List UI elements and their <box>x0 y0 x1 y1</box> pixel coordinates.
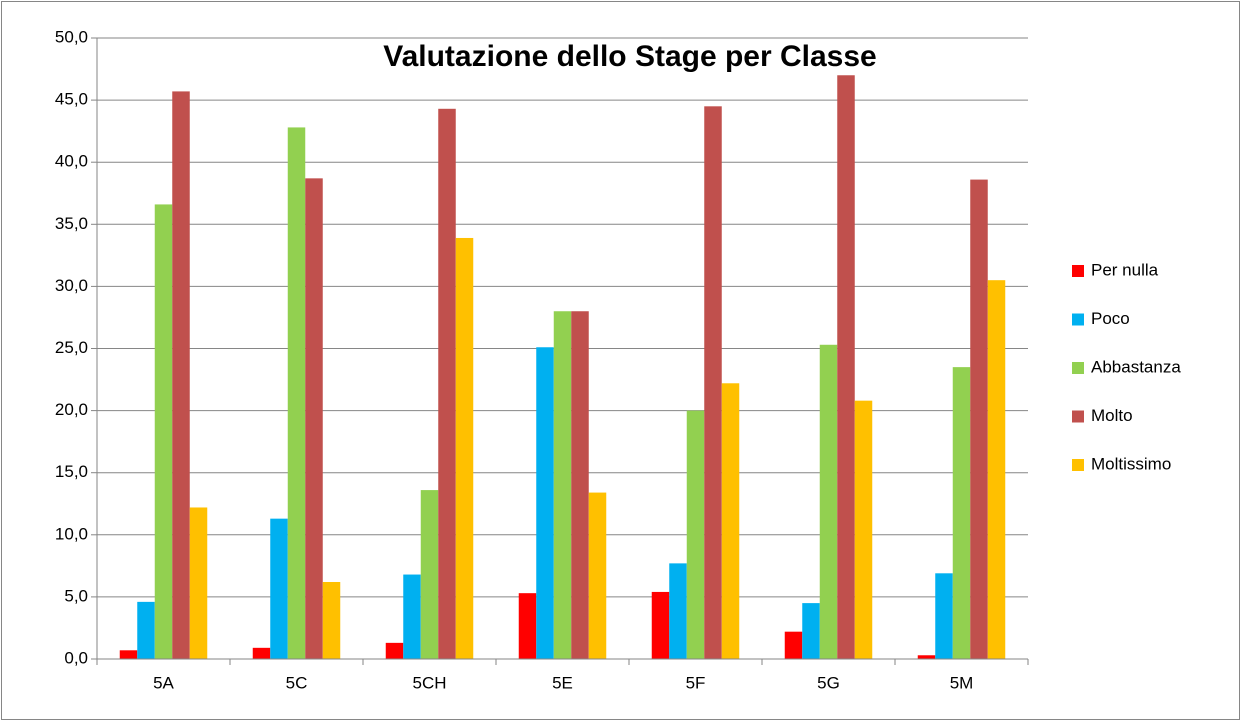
bar <box>119 650 138 659</box>
bar <box>987 280 1006 659</box>
y-tick-label: 20,0 <box>55 400 88 419</box>
bar <box>784 631 803 659</box>
bar <box>970 179 988 659</box>
bar <box>917 655 936 659</box>
y-tick-label: 30,0 <box>55 276 88 295</box>
y-tick-label: 50,0 <box>55 27 88 46</box>
bar <box>854 400 873 659</box>
bar <box>438 108 456 659</box>
x-tick-label: 5M <box>950 673 974 692</box>
bar <box>385 642 404 659</box>
legend-label: Poco <box>1091 309 1130 328</box>
bar <box>588 492 607 659</box>
bar <box>721 383 740 659</box>
y-tick-label: 10,0 <box>55 524 88 543</box>
bar <box>802 603 820 659</box>
y-tick-label: 45,0 <box>55 90 88 109</box>
bar <box>536 347 554 659</box>
bar <box>819 344 838 659</box>
bar <box>651 591 670 659</box>
chart-title: Valutazione dello Stage per Classe <box>383 40 877 73</box>
bar <box>189 507 208 659</box>
bar <box>837 75 855 659</box>
x-tick-label: 5C <box>286 673 308 692</box>
y-tick-label: 15,0 <box>55 462 88 481</box>
bar <box>252 647 271 659</box>
legend-swatch <box>1072 265 1084 277</box>
legend-label: Moltissimo <box>1091 454 1171 473</box>
bar <box>455 237 474 659</box>
bar <box>518 593 537 659</box>
legend-label: Molto <box>1091 406 1133 425</box>
bar <box>305 178 323 659</box>
x-tick-label: 5A <box>153 673 174 692</box>
legend-label: Abbastanza <box>1091 357 1181 376</box>
y-tick-label: 25,0 <box>55 338 88 357</box>
bar <box>935 573 953 659</box>
bar <box>669 563 687 659</box>
y-tick-label: 40,0 <box>55 152 88 171</box>
bar <box>686 410 705 659</box>
bar <box>704 106 722 659</box>
y-tick-label: 35,0 <box>55 214 88 233</box>
bar <box>420 490 439 659</box>
legend-label: Per nulla <box>1091 260 1159 279</box>
bar <box>172 91 190 659</box>
bar <box>403 574 421 659</box>
bar <box>270 518 288 659</box>
legend-swatch <box>1072 410 1084 423</box>
bar <box>322 581 341 659</box>
x-tick-label: 5E <box>552 673 573 692</box>
x-tick-label: 5G <box>817 673 840 692</box>
bar <box>154 204 173 660</box>
legend-swatch <box>1072 362 1084 374</box>
x-tick-label: 5F <box>686 673 706 692</box>
x-tick-label: 5CH <box>412 673 446 692</box>
bar <box>952 367 971 659</box>
bar <box>553 311 572 659</box>
legend-swatch <box>1072 459 1084 471</box>
y-tick-label: 5,0 <box>64 586 88 605</box>
legend-swatch <box>1072 313 1084 326</box>
bar <box>287 127 306 659</box>
y-tick-label: 0,0 <box>64 648 88 667</box>
bar <box>571 311 589 659</box>
bar <box>137 601 155 659</box>
